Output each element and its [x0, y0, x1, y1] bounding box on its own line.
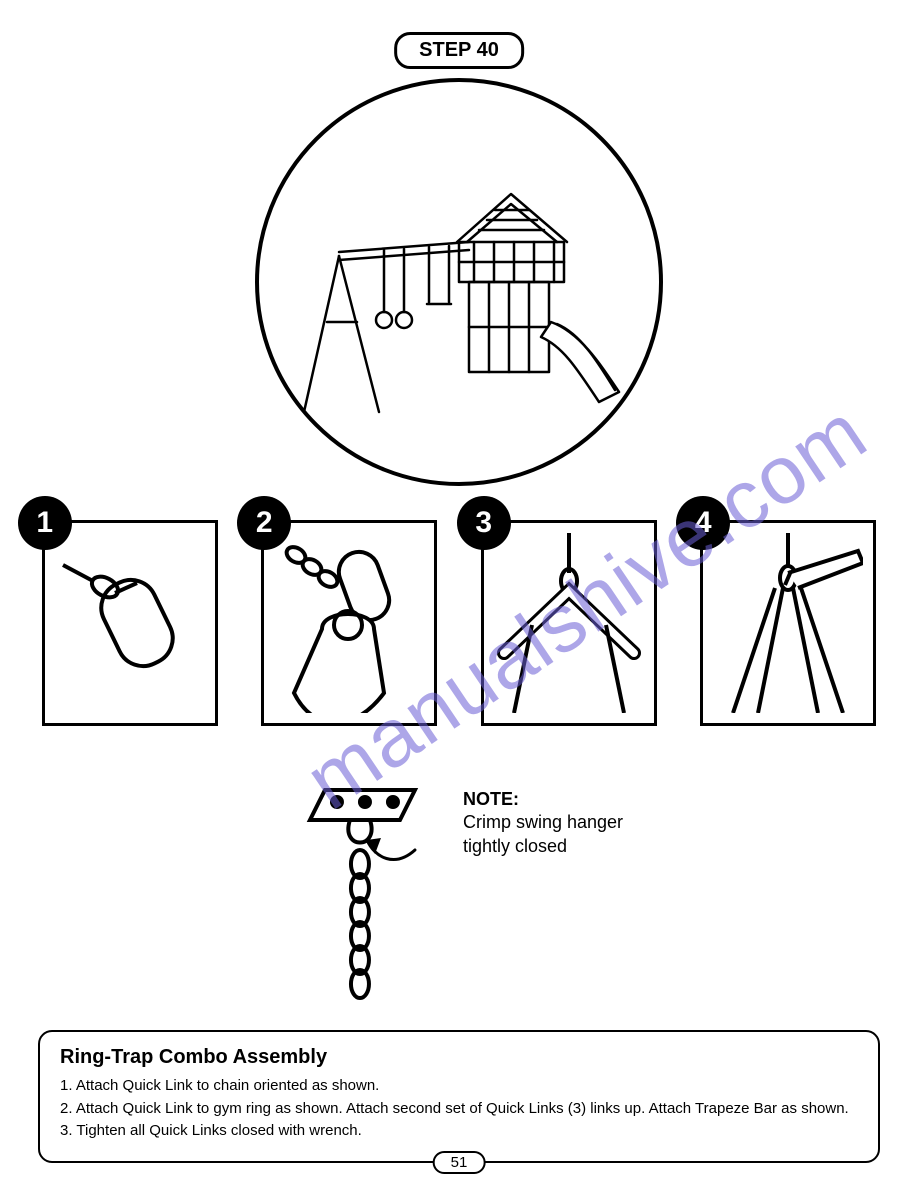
- note-line1: Crimp swing hanger: [463, 811, 623, 834]
- substep-4: 4: [700, 520, 876, 726]
- substep-3: 3: [481, 520, 657, 726]
- substep-badge-4: 4: [676, 496, 730, 550]
- quicklink-ring-icon: [274, 533, 424, 713]
- instruction-line-1: 1. Attach Quick Link to chain oriented a…: [60, 1075, 858, 1098]
- instructions-title: Ring-Trap Combo Assembly: [60, 1046, 858, 1069]
- step-label: STEP 40: [419, 39, 499, 61]
- substep-box-4: [700, 520, 876, 726]
- note-line2: tightly closed: [463, 835, 623, 858]
- substep-badge-3: 3: [457, 496, 511, 550]
- substep-box-3: [481, 520, 657, 726]
- trapeze-bar-icon: [494, 533, 644, 713]
- quicklink-chain-icon: [55, 533, 205, 713]
- playset-sketch-icon: [279, 122, 639, 442]
- note-label: NOTE:: [463, 788, 623, 811]
- substep-2: 2: [261, 520, 437, 726]
- main-diagram-circle: [255, 78, 663, 486]
- substep-box-2: [261, 520, 437, 726]
- instruction-line-2: 2. Attach Quick Link to gym ring as show…: [60, 1098, 858, 1121]
- substep-badge-1: 1: [18, 496, 72, 550]
- page-number: 51: [433, 1151, 486, 1174]
- wrench-tighten-icon: [713, 533, 863, 713]
- instructions-box: Ring-Trap Combo Assembly 1. Attach Quick…: [38, 1030, 880, 1163]
- step-badge: STEP 40: [394, 32, 524, 69]
- substep-box-1: [42, 520, 218, 726]
- note-block: NOTE: Crimp swing hanger tightly closed: [295, 780, 623, 1000]
- page-number-value: 51: [451, 1154, 468, 1171]
- substeps-row: 1 2: [0, 520, 918, 726]
- substep-1: 1: [42, 520, 218, 726]
- swing-hanger-icon: [295, 780, 445, 1000]
- instruction-line-3: 3. Tighten all Quick Links closed with w…: [60, 1120, 858, 1143]
- substep-badge-2: 2: [237, 496, 291, 550]
- note-text: NOTE: Crimp swing hanger tightly closed: [463, 780, 623, 858]
